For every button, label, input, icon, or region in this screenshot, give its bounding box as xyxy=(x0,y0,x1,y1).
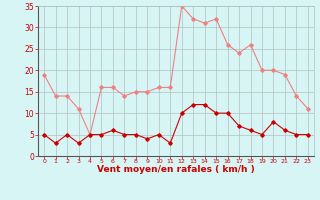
X-axis label: Vent moyen/en rafales ( km/h ): Vent moyen/en rafales ( km/h ) xyxy=(97,165,255,174)
